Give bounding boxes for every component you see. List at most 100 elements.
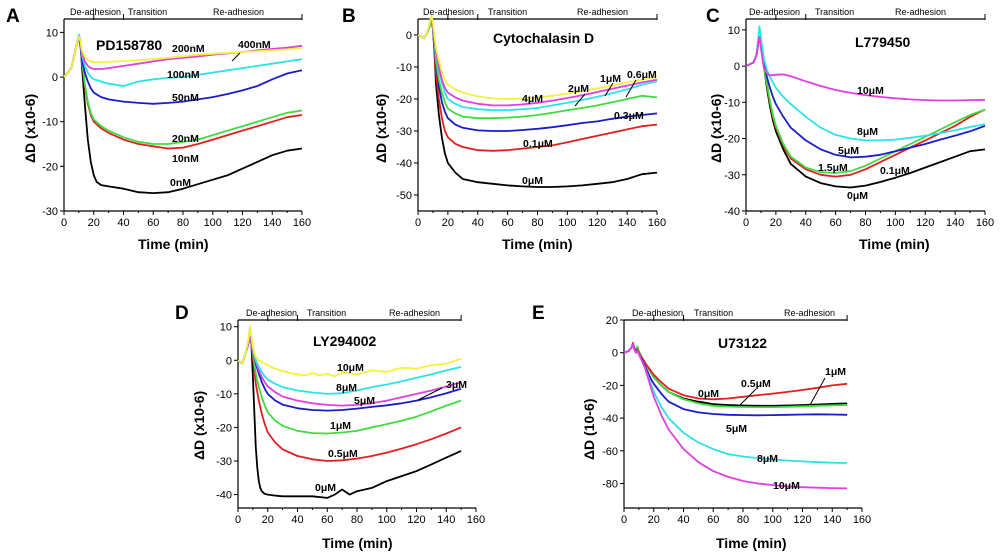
series-line-d-10-M bbox=[237, 325, 462, 378]
x-tick-label-b: 0 bbox=[415, 217, 421, 229]
y-tick-label-e: 20 bbox=[606, 315, 618, 327]
curve-label-0um-e: 0μM bbox=[698, 388, 719, 400]
x-tick-label-a: 100 bbox=[204, 217, 222, 229]
x-tick-label-a: 140 bbox=[263, 217, 281, 229]
y-tick-label-d: -10 bbox=[216, 389, 232, 401]
x-tick-label-e: 0 bbox=[621, 514, 627, 526]
chart-title-b: Cytochalasin D bbox=[493, 30, 594, 46]
x-tick-label-d: 140 bbox=[437, 514, 455, 526]
phase-label-transition-b: Transition bbox=[488, 7, 527, 17]
phase-labels-a: De-adhesion Transition Re-adhesion bbox=[70, 7, 264, 17]
y-tick-label-d: 10 bbox=[220, 322, 232, 334]
phase-label-transition-a: Transition bbox=[128, 7, 167, 17]
x-tick-label-a: 40 bbox=[117, 217, 129, 229]
panel-b: B 0 20 40 60 80 100 120 140 1600-10-20-30-40-50 … bbox=[342, 6, 666, 252]
pointer-line-1um-e bbox=[809, 377, 826, 406]
y-tick-label-c: -10 bbox=[724, 97, 740, 109]
chart-title-a: PD158780 bbox=[96, 37, 162, 53]
chart-title-e: U73122 bbox=[718, 335, 767, 351]
curve-labels-d: 10μM 8μM 3μM 5μM 1μM 0.5μM 0μM bbox=[315, 362, 467, 494]
curve-label-0-3um-b: 0.3μM bbox=[614, 110, 644, 122]
phase-labels-e: De-adhesion Transition Re-adhesion bbox=[632, 308, 835, 318]
y-tick-label-a: 10 bbox=[46, 27, 58, 39]
curve-label-0nm: 0nM bbox=[170, 177, 191, 189]
pointer-line-3um-d bbox=[417, 387, 443, 401]
x-tick-label-b: 40 bbox=[472, 217, 484, 229]
x-tick-label-d: 60 bbox=[321, 514, 333, 526]
x-tick-label-a: 20 bbox=[88, 217, 100, 229]
y-tick-label-b: -40 bbox=[396, 158, 412, 170]
curve-label-200nm: 200nM bbox=[172, 43, 205, 55]
phase-labels-b: De-adhesion Transition Re-adhesion bbox=[423, 7, 628, 17]
curve-label-0-5um-d: 0.5μM bbox=[328, 448, 358, 460]
series-line-e-1-M bbox=[623, 341, 848, 401]
series-line-a-100nM bbox=[63, 33, 303, 87]
x-tick-label-c: 160 bbox=[976, 217, 994, 229]
x-tick-label-c: 20 bbox=[770, 217, 782, 229]
y-axis-label-e: ΔD (10-6) bbox=[581, 399, 597, 460]
chart-title-d: LY294002 bbox=[313, 333, 377, 349]
series-line-e-0-M bbox=[623, 343, 848, 407]
y-tick-label-d: -40 bbox=[216, 490, 232, 502]
y-tick-label-e: -60 bbox=[602, 446, 618, 458]
phase-label-deadhesion-c: De-adhesion bbox=[749, 7, 800, 17]
y-tick-label-d: 0 bbox=[226, 355, 232, 367]
x-tick-label-c: 80 bbox=[859, 217, 871, 229]
x-tick-label-e: 80 bbox=[737, 514, 749, 526]
series-line-c-0-1-M bbox=[745, 36, 986, 178]
curve-label-1-5um-c: 1.5μM bbox=[818, 162, 848, 174]
phase-label-readhesion-b: Re-adhesion bbox=[577, 7, 628, 17]
y-axis-label-b: ΔD (x10-6) bbox=[373, 94, 389, 163]
x-tick-label-a: 0 bbox=[61, 217, 67, 229]
phase-label-deadhesion-d: De-adhesion bbox=[246, 308, 297, 318]
pointer-line-2um-b bbox=[574, 93, 586, 107]
y-tick-label-e: 0 bbox=[612, 348, 618, 360]
y-tick-label-e: -80 bbox=[602, 478, 618, 490]
curve-label-0-6um-b: 0.6μM bbox=[627, 69, 657, 81]
x-tick-label-a: 80 bbox=[177, 217, 189, 229]
panel-label-b: B bbox=[342, 6, 356, 27]
series-line-a-400nM bbox=[63, 36, 303, 78]
curve-label-5um-c: 5μM bbox=[838, 145, 859, 157]
series-line-b-4-M bbox=[417, 14, 658, 100]
x-tick-label-b: 100 bbox=[558, 217, 576, 229]
x-tick-label-d: 20 bbox=[262, 514, 274, 526]
curve-labels-e: 1μM 0μM 0.5μM 5μM 8μM 10μM bbox=[698, 366, 846, 492]
x-tick-label-c: 40 bbox=[800, 217, 812, 229]
x-axis-label-e: Time (min) bbox=[716, 535, 787, 551]
curve-label-1um-e: 1μM bbox=[825, 366, 846, 378]
x-tick-label-a: 60 bbox=[147, 217, 159, 229]
x-tick-label-b: 20 bbox=[442, 217, 454, 229]
series-line-c-10-M bbox=[745, 36, 986, 102]
x-tick-label-c: 120 bbox=[916, 217, 934, 229]
pointer-line-0-5um-e bbox=[738, 388, 757, 407]
x-tick-label-d: 100 bbox=[378, 514, 396, 526]
panel-label-d: D bbox=[175, 303, 189, 324]
curve-label-4um-b: 4μM bbox=[522, 93, 543, 105]
curve-label-0um-c: 0μM bbox=[847, 190, 868, 202]
x-tick-label-b: 140 bbox=[618, 217, 636, 229]
y-tick-label-c: -40 bbox=[724, 206, 740, 218]
y-tick-label-a: -10 bbox=[42, 117, 58, 129]
curve-label-0-5um-e: 0.5μM bbox=[741, 378, 771, 390]
series-line-a-0nM bbox=[63, 36, 303, 195]
y-tick-label-e: -40 bbox=[602, 413, 618, 425]
curve-label-10um-c: 10μM bbox=[857, 85, 884, 97]
pointer-line-0-6um-b bbox=[625, 79, 637, 98]
phase-label-deadhesion-b: De-adhesion bbox=[423, 7, 474, 17]
panel-e: E 0 20 40 60 80 100 120 140 160 20 0 -20 -40 -60 -80 U… bbox=[532, 303, 871, 551]
x-axis-label-a: Time (min) bbox=[138, 236, 209, 252]
y-axis-label-c: ΔD (x10-6) bbox=[708, 94, 724, 163]
curve-label-8um-e: 8μM bbox=[757, 453, 778, 465]
phase-label-deadhesion-a: De-adhesion bbox=[70, 7, 121, 17]
curve-label-1um-d: 1μM bbox=[330, 420, 351, 432]
series-line-e-10-M bbox=[623, 343, 848, 490]
y-tick-label-a: -20 bbox=[42, 161, 58, 173]
curve-label-8um-d: 8μM bbox=[336, 382, 357, 394]
x-tick-label-b: 120 bbox=[588, 217, 606, 229]
x-tick-label-b: 60 bbox=[502, 217, 514, 229]
